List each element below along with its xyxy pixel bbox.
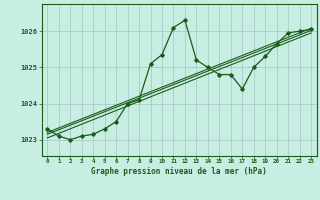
X-axis label: Graphe pression niveau de la mer (hPa): Graphe pression niveau de la mer (hPa): [91, 167, 267, 176]
